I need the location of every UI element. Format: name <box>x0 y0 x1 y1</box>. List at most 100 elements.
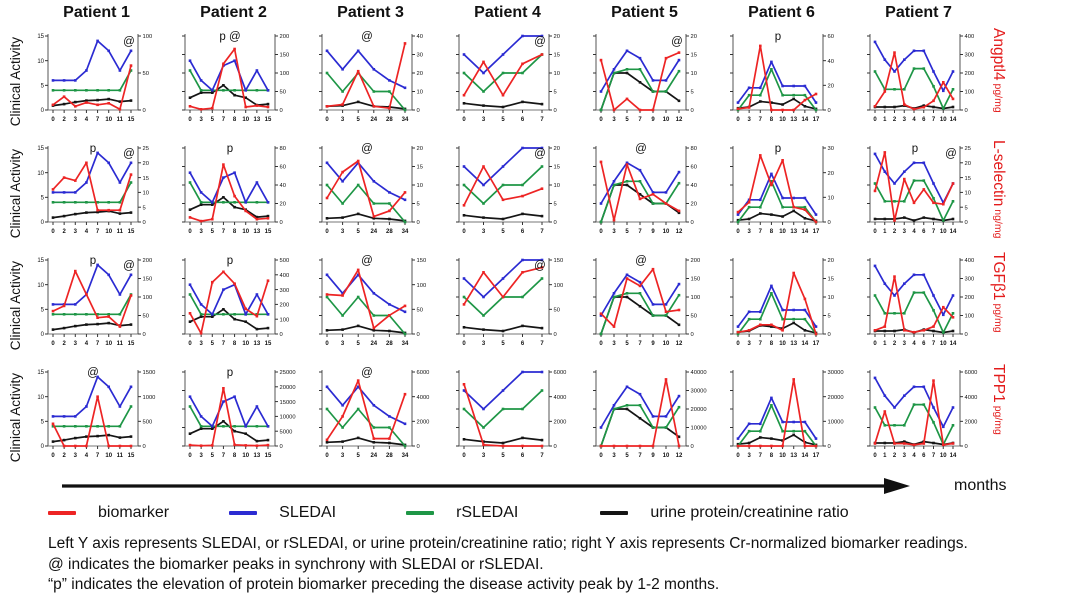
svg-text:@: @ <box>361 255 373 267</box>
svg-text:7: 7 <box>932 453 936 459</box>
svg-text:17: 17 <box>813 117 820 123</box>
svg-text:5: 5 <box>828 314 831 320</box>
svg-text:40: 40 <box>691 183 697 189</box>
svg-text:p: p <box>775 31 781 43</box>
svg-text:7: 7 <box>222 453 226 459</box>
svg-text:p: p <box>227 143 233 155</box>
svg-text:24: 24 <box>370 453 377 459</box>
svg-text:5: 5 <box>501 117 505 123</box>
svg-text:0: 0 <box>873 341 877 347</box>
svg-text:13: 13 <box>254 117 261 123</box>
chart-cell: 0 50 100 150 0 3 5 6 7 @ <box>439 250 576 362</box>
svg-text:100: 100 <box>554 283 564 289</box>
patient-header-7: Patient 7 <box>885 4 952 21</box>
svg-text:7: 7 <box>638 341 642 347</box>
svg-text:50: 50 <box>417 308 423 314</box>
svg-text:0: 0 <box>325 341 329 347</box>
svg-text:0: 0 <box>280 444 283 450</box>
svg-text:4: 4 <box>85 229 89 235</box>
svg-text:p @: p @ <box>219 31 240 43</box>
svg-text:4: 4 <box>85 453 89 459</box>
svg-text:300: 300 <box>965 277 975 283</box>
chart-cell: 0 5 10 15 0 50 100 150 200 0 2 3 4 7 10 11 15 p @ <box>28 250 165 362</box>
svg-text:3: 3 <box>903 453 907 459</box>
svg-text:50: 50 <box>280 90 286 96</box>
svg-text:0: 0 <box>554 332 557 338</box>
svg-text:14: 14 <box>950 453 957 459</box>
svg-text:7: 7 <box>540 453 544 459</box>
x-axis-arrow-row: months <box>2 474 1080 500</box>
svg-text:10: 10 <box>940 453 947 459</box>
svg-text:0: 0 <box>51 229 55 235</box>
x-axis-arrow <box>62 478 910 494</box>
svg-text:6000: 6000 <box>965 370 978 376</box>
svg-text:0: 0 <box>873 453 877 459</box>
sledai-line-swatch <box>229 511 258 515</box>
svg-text:4: 4 <box>912 117 916 123</box>
svg-text:4: 4 <box>912 341 916 347</box>
svg-text:300: 300 <box>280 288 290 294</box>
svg-text:7: 7 <box>540 341 544 347</box>
patient-header-5: Patient 5 <box>611 4 678 21</box>
svg-text:13: 13 <box>790 453 797 459</box>
svg-text:15: 15 <box>554 165 560 171</box>
svg-text:7: 7 <box>96 229 100 235</box>
chart-cell: 0 50 100 150 200 0 3 5 7 8 10 13 15 p @ <box>165 26 302 138</box>
chart-cell: 0 100 200 300 400 0 1 2 3 4 6 7 10 14 <box>850 26 987 138</box>
chart-cell: 0 20 40 60 80 0 3 5 7 8 10 13 15 p <box>165 138 302 250</box>
svg-text:7: 7 <box>222 229 226 235</box>
svg-text:7: 7 <box>759 117 763 123</box>
legend-item-biomarker: biomarker <box>48 504 169 522</box>
svg-text:10: 10 <box>37 171 44 177</box>
svg-text:7: 7 <box>96 117 100 123</box>
svg-text:15: 15 <box>265 229 272 235</box>
svg-text:0: 0 <box>188 117 192 123</box>
patient-header-4: Patient 4 <box>474 4 541 21</box>
svg-text:12: 12 <box>676 117 683 123</box>
svg-text:5: 5 <box>143 205 146 211</box>
svg-text:5: 5 <box>41 84 45 90</box>
svg-text:200: 200 <box>280 34 290 40</box>
biomarker-name: TPP1 <box>989 364 1007 403</box>
chart-cell: 0 20 40 60 80 0 3 5 7 9 10 12 @ <box>576 138 713 250</box>
svg-text:400: 400 <box>965 34 975 40</box>
svg-text:3: 3 <box>341 117 345 123</box>
svg-text:0: 0 <box>462 117 466 123</box>
svg-text:0: 0 <box>873 117 877 123</box>
svg-text:2: 2 <box>62 229 66 235</box>
svg-text:5: 5 <box>357 453 361 459</box>
chart-cell: 0 2000 4000 6000 0 3 5 6 7 <box>439 362 576 474</box>
legend-label-biomarker: biomarker <box>98 504 170 521</box>
legend-label-sledai: SLEDAI <box>279 504 337 521</box>
svg-text:15: 15 <box>37 146 44 152</box>
svg-text:0: 0 <box>188 453 192 459</box>
svg-text:3: 3 <box>199 117 203 123</box>
svg-text:7: 7 <box>759 229 763 235</box>
biomarker-row-label: Angptl4 pg/mg <box>987 26 1057 138</box>
svg-text:3: 3 <box>903 229 907 235</box>
biomarker-unit-text: pg/mg <box>991 303 1004 333</box>
svg-text:10: 10 <box>940 229 947 235</box>
svg-text:5: 5 <box>41 420 45 426</box>
svg-text:8: 8 <box>233 341 237 347</box>
svg-text:24: 24 <box>370 341 377 347</box>
svg-text:12: 12 <box>676 341 683 347</box>
svg-text:500: 500 <box>143 420 153 426</box>
svg-text:1: 1 <box>883 117 887 123</box>
svg-text:p: p <box>90 255 96 267</box>
svg-text:10: 10 <box>105 229 112 235</box>
biomarker-row-label: L-selectin ng/mg <box>987 138 1057 250</box>
svg-text:200: 200 <box>143 258 153 264</box>
biomarker-unit-text: ng/mg <box>991 209 1004 239</box>
svg-text:17: 17 <box>813 341 820 347</box>
svg-text:500: 500 <box>280 258 290 264</box>
svg-text:0: 0 <box>417 220 420 226</box>
svg-text:3: 3 <box>341 229 345 235</box>
svg-text:20: 20 <box>828 171 834 177</box>
svg-text:8: 8 <box>770 341 774 347</box>
svg-text:7: 7 <box>932 229 936 235</box>
svg-text:13: 13 <box>254 229 261 235</box>
chart-cell: 0 5 10 15 20 0 3 5 6 7 @ <box>439 26 576 138</box>
svg-text:0: 0 <box>828 220 831 226</box>
svg-text:5: 5 <box>357 229 361 235</box>
